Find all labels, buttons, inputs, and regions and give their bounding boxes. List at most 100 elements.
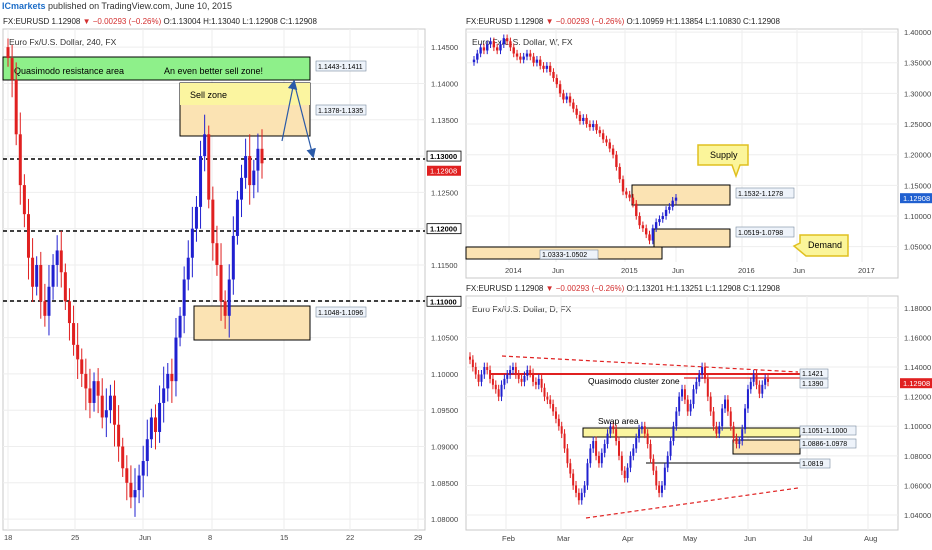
daily-zone-tag-2 [799, 378, 829, 389]
h4-candle-32 [137, 475, 141, 491]
daily-candle-5 [483, 367, 486, 375]
daily-candle-7 [489, 370, 492, 379]
daily-candle-50 [612, 426, 615, 430]
h4-candle-29 [125, 468, 129, 483]
daily-candle-33 [563, 433, 566, 449]
h4-candle-43 [182, 279, 186, 316]
h4-candle-28 [121, 446, 125, 469]
weekly-candles [472, 34, 678, 245]
weekly-candle-26 [558, 84, 562, 94]
daily-plot-area[interactable] [465, 295, 899, 531]
daily-candle-78 [692, 389, 695, 405]
weekly-candle-8 [499, 44, 502, 51]
h4-candle-34 [145, 439, 149, 462]
daily-candle-90 [726, 399, 729, 412]
daily-zone-tag-3 [799, 425, 857, 436]
h4-zone-tag-1-text: 1.1443-1.1411 [318, 64, 363, 71]
weekly-candle-60 [671, 200, 674, 207]
daily-candle-12 [503, 378, 506, 385]
daily-candle-28 [549, 399, 552, 405]
daily-x-tick-5: Jul [803, 534, 813, 543]
h4-x-tick-5: 22 [346, 533, 354, 542]
h4-y-tick-4: 1.12500 [431, 188, 458, 197]
h4-level-tag-0 [426, 150, 462, 162]
h4-panel[interactable]: Euro Fx/U.S. Dollar, 240, FX Quasimodo r… [2, 28, 462, 542]
daily-candle-11 [500, 384, 503, 397]
daily-candle-19 [523, 375, 526, 382]
weekly-panel[interactable]: Euro Fx/U.S. Dollar, W, FX 1.1532-1.1278… [465, 28, 932, 279]
weekly-y-tick-3: 1.25000 [904, 120, 931, 129]
h4-candle-47 [199, 156, 203, 207]
daily-candle-48 [606, 433, 609, 444]
daily-candle-25 [540, 378, 543, 388]
weekly-zone-tag-1 [735, 187, 795, 199]
daily-candle-80 [698, 374, 701, 382]
h4-candle-7 [35, 264, 39, 287]
weekly-demand-zone[interactable] [653, 228, 731, 248]
publisher-name[interactable]: ICmarkets [2, 1, 46, 11]
daily-candle-26 [543, 387, 546, 397]
daily-upper-trendline [501, 355, 799, 373]
daily-zone-tag-3-text: 1.1051-1.1000 [802, 428, 847, 435]
weekly-title-prefix: FX:EURUSD 1.12908 [466, 17, 544, 26]
daily-candle-61 [643, 426, 646, 434]
daily-candle-16 [514, 367, 517, 375]
weekly-zone-tag-2-text: 1.0519-1.0798 [738, 230, 783, 237]
weekly-y-tick-2: 1.30000 [904, 89, 931, 98]
h4-candle-8 [39, 264, 43, 302]
h4-candle-39 [166, 373, 170, 389]
daily-candle-89 [724, 399, 727, 409]
daily-candle-40 [583, 485, 586, 493]
daily-title: FX:EURUSD 1.12908 ▼ −0.00293 (−0.26%) O:… [466, 284, 780, 294]
h4-candle-31 [133, 490, 137, 498]
weekly-supply-zone[interactable] [631, 184, 731, 206]
daily-candle-34 [566, 448, 569, 464]
weekly-candle-19 [535, 59, 539, 63]
daily-candle-23 [534, 381, 537, 385]
h4-candle-50 [211, 199, 215, 244]
daily-candle-47 [603, 444, 606, 453]
h4-y-tick-9: 1.10000 [431, 370, 458, 379]
daily-candle-70 [669, 441, 672, 456]
weekly-candle-23 [548, 65, 552, 72]
h4-price-tag-text: 1.12908 [430, 167, 457, 176]
h4-candles [6, 38, 264, 517]
weekly-candle-37 [595, 124, 598, 131]
daily-panel[interactable]: Euro Fx/U.S. Dollar, D, FX Quasimodo clu… [465, 295, 932, 543]
daily-price-tag-text: 1.12908 [903, 379, 930, 388]
weekly-title-change: ▼ −0.00293 (−0.26%) [545, 17, 625, 26]
daily-candle-44 [595, 441, 598, 456]
weekly-y-tick-0: 1.40000 [904, 28, 931, 37]
h4-candle-49 [207, 134, 211, 200]
weekly-candle-30 [572, 102, 575, 109]
daily-demand-zone[interactable] [732, 439, 801, 455]
weekly-candle-40 [605, 139, 608, 143]
daily-candle-1 [471, 359, 474, 368]
daily-candle-73 [678, 396, 681, 412]
daily-candle-97 [746, 389, 749, 409]
weekly-x-tick-4: 2016 [738, 266, 755, 275]
h4-zone-tag-3-text: 1.1048-1.1096 [318, 310, 363, 317]
h4-candle-61 [256, 148, 260, 171]
daily-y-axis: 1.18000 1.16000 1.14000 1.12000 1.10000 1.080… [900, 304, 932, 520]
weekly-candle-34 [585, 117, 588, 125]
daily-candle-13 [506, 374, 509, 379]
h4-demand-zone[interactable] [193, 305, 311, 341]
h4-quasimodo-zone[interactable] [2, 56, 311, 81]
weekly-candle-20 [539, 59, 542, 66]
daily-title-prefix: FX:EURUSD 1.12908 [466, 284, 544, 293]
h4-candle-13 [59, 250, 63, 273]
daily-candle-69 [666, 455, 669, 468]
daily-candle-82 [703, 367, 706, 379]
weekly-candle-9 [502, 38, 506, 45]
weekly-candle-22 [545, 65, 549, 69]
h4-y-tick-6: 1.11500 [431, 261, 458, 270]
daily-candle-94 [738, 441, 741, 444]
h4-candle-27 [117, 424, 121, 447]
daily-swap-label: Swap area [598, 416, 639, 426]
daily-candle-10 [497, 389, 500, 397]
h4-y-tick-8: 1.10500 [431, 334, 458, 343]
h4-better-sell-label: An even better sell zone! [164, 66, 263, 76]
daily-candle-52 [618, 441, 620, 456]
